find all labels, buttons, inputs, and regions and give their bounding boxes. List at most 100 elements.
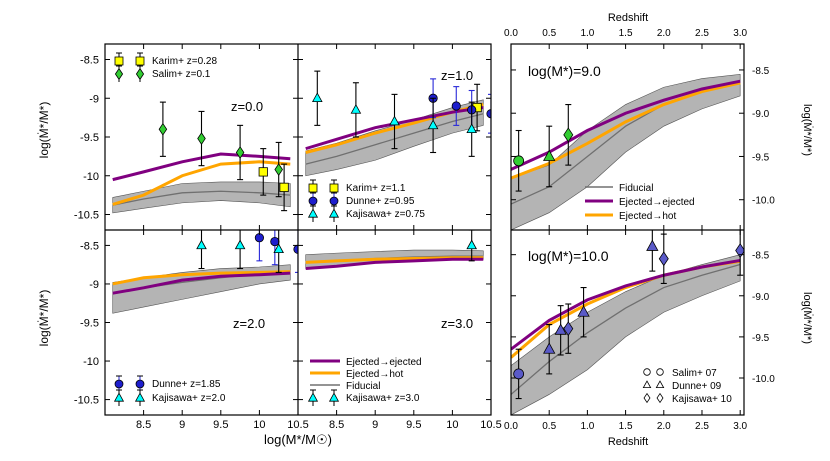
panel-z1: [305, 70, 491, 177]
z1-obs2-point3: [427, 119, 439, 130]
legend-z1: Karim+ z=1.1 Dunne+ z=0.95 Kajisawa+ z=0…: [346, 183, 425, 220]
ytop-tick-label-1: -9: [89, 93, 99, 105]
m10-obs2-point1: [658, 251, 669, 267]
ybot-tick-label-1: -9: [89, 279, 99, 291]
rytop-tick-label-2: -9.5: [752, 152, 770, 163]
legend-z2-dunne: Dunne+ z=1.85: [152, 379, 221, 390]
rx-tick-label-6: 3.0: [733, 421, 747, 432]
ybot-tick-label-2: -9.5: [80, 318, 99, 330]
z1-obs2-point4: [466, 123, 477, 134]
lg-m10-dunne-a: [642, 380, 652, 389]
legend-m9-ejected: Ejected→ejected: [619, 197, 695, 208]
legend-z0-salim: Salim+ z=0.1: [152, 69, 211, 80]
rx-top-tick-label-1: 0.5: [542, 28, 556, 39]
ybot-tick-label-3: -10: [83, 356, 99, 368]
ticks-layer: 8.5 9 9.5 10 10.5 8.5 9 9.5 10 10.5 -8.5 -9 -9.5 -10 -…: [74, 28, 775, 432]
lg-z1-kajisawa-marker-0: [307, 208, 319, 218]
lg-m10-kajisawa-b: [656, 392, 664, 404]
z2-ejected-line: [112, 271, 291, 295]
x-tick-label-c0-2: 9.5: [213, 419, 228, 431]
left-y-axis-label-bottom: log(Ṁ*/M*): [37, 290, 51, 347]
z0-obs1-point2: [235, 146, 245, 159]
x-tick-label-c0-3: 10: [253, 419, 265, 431]
legend-markers-layer: [113, 52, 665, 406]
legend-m9-fiducial: Fiducial: [619, 183, 653, 194]
panel-title-z1: z=1.0: [441, 68, 473, 83]
legend-m9: Fiducial Ejected→ejected Ejected→hot: [585, 183, 695, 222]
m9-obs2-point0: [563, 127, 574, 143]
legend-z3-hot: Ejected→hot: [346, 369, 403, 380]
right-y-axis-label-top: log(Ṁ*/M*): [801, 104, 814, 156]
lg-z1-dunne-marker-0: [308, 196, 318, 206]
right-y-axis-label-bottom: log(Ṁ*/M*): [801, 292, 814, 344]
z0-obs0-point1: [279, 182, 289, 192]
lg-z3-kajisawa-marker-1: [328, 392, 340, 402]
legend-m10-dunne: Dunne+ 09: [672, 381, 722, 392]
lg-m10-salim-b: [656, 368, 664, 376]
legend-z2-kajisawa: Kajisawa+ z=2.0: [152, 393, 226, 404]
legend-m10-salim: Salim+ 07: [672, 368, 717, 379]
rx-top-tick-label-0: 0.0: [504, 28, 518, 39]
m10-obs2-point2: [735, 243, 744, 259]
z2-obs1-point1: [234, 239, 246, 250]
z3-obs0-point0: [466, 239, 477, 250]
rx-top-tick-label-5: 2.5: [695, 28, 709, 39]
z3-hot-line: [305, 256, 484, 264]
panel-z0: [112, 101, 291, 214]
m9-obs1-point0: [543, 149, 556, 161]
z2-obs1-point0: [196, 239, 207, 250]
legend-m10-kajisawa: Kajisawa+ 10: [672, 394, 732, 405]
ytop-tick-label-3: -10: [83, 171, 99, 183]
z2-obs1-point2: [273, 243, 284, 254]
right-top-x-axis-label: Redshift: [608, 12, 648, 24]
rx-top-tick-label-3: 1.5: [619, 28, 633, 39]
z0-obs0-point0: [258, 167, 268, 177]
m9-obs0-point0: [513, 155, 525, 167]
ytop-tick-label-4: -10.5: [74, 210, 99, 222]
right-x-axis-label: Redshift: [608, 436, 648, 448]
lg-z1-karim-marker-0: [308, 183, 318, 193]
legend-z3: Ejected→ejected Ejected→hot Fiducial Kaj…: [310, 357, 422, 404]
rx-tick-label-5: 2.5: [695, 421, 709, 432]
lg-z1-kajisawa-marker-1: [328, 208, 340, 218]
rybot-tick-label-0: -8.5: [752, 251, 770, 262]
lg-z0-karim-marker-1: [135, 56, 145, 66]
legend-z1-dunne: Dunne+ z=0.95: [346, 196, 415, 207]
lg-z0-salim-marker-1: [135, 67, 145, 81]
legend-z0-karim: Karim+ z=0.28: [152, 56, 217, 67]
panel-title-z3: z=3.0: [441, 316, 473, 331]
x-tick-label-c1-0: 8.5: [329, 419, 344, 431]
z2-hot-line: [112, 270, 291, 286]
rytop-tick-label-1: -9.0: [752, 109, 770, 120]
m10-obs1-point2: [577, 305, 590, 317]
x-tick-label-c0-0: 8.5: [136, 419, 151, 431]
rybot-tick-label-1: -9.0: [752, 292, 770, 303]
legend-z0: Karim+ z=0.28 Salim+ z=0.1: [152, 56, 217, 80]
z0-obs1-point1: [197, 132, 206, 145]
m9-fiducial-band: [511, 73, 741, 230]
panel-z2: [112, 230, 298, 314]
legend-z3-kajisawa: Kajisawa+ z=3.0: [346, 393, 420, 404]
rx-tick-label-1: 0.5: [542, 421, 556, 432]
panel-m9: [511, 73, 741, 230]
lg-z0-salim-marker-0: [114, 67, 124, 81]
x-tick-label-c1-4: 10.5: [480, 419, 501, 431]
m10-obs2-point0: [563, 321, 574, 337]
lg-m10-kajisawa-a: [643, 392, 651, 404]
legend-m9-hot: Ejected→hot: [619, 211, 676, 222]
rx-top-tick-label-4: 2.0: [657, 28, 671, 39]
panel-title-m9: log(M*)=9.0: [528, 63, 601, 79]
m10-obs1-point0: [543, 342, 556, 354]
rx-top-tick-label-2: 1.0: [580, 28, 594, 39]
x-tick-label-c0-1: 9: [179, 419, 185, 431]
rytop-tick-label-0: -8.5: [752, 66, 770, 77]
ybot-tick-label-0: -8.5: [80, 240, 99, 252]
x-tick-label-c0-4: 10.5: [287, 419, 308, 431]
z0-obs1-point0: [158, 122, 168, 136]
panel-z3: [305, 230, 484, 271]
plot-layer: [112, 70, 744, 415]
left-x-axis-label: log(M*/M☉): [264, 432, 332, 447]
panel-m10: [511, 230, 744, 415]
rx-tick-label-0: 0.0: [504, 421, 518, 432]
lg-z3-kajisawa-marker-0: [307, 392, 319, 402]
